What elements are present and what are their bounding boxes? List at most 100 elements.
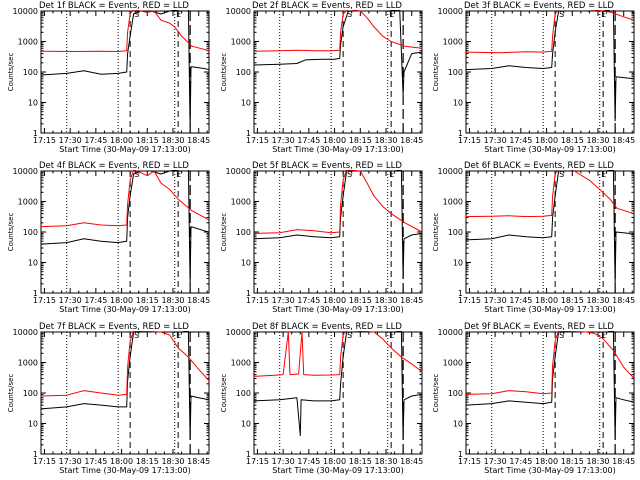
y-tick-label: 10000 (226, 328, 251, 337)
y-tick-label: 1 (246, 450, 251, 459)
data-layer (254, 10, 422, 133)
y-tick-label: 1 (246, 289, 251, 298)
y-tick-label: 100 (448, 389, 463, 398)
lld-series-line (254, 170, 422, 234)
panel-title: Det 2f BLACK = Events, RED = LLD (252, 1, 402, 11)
detector-panel-2: Det 2f BLACK = Events, RED = LLD 1 10 100 10… (220, 1, 423, 154)
y-tick-label: 10000 (13, 167, 38, 176)
x-tick-label: 17:15 (458, 296, 481, 305)
data-layer (41, 170, 209, 293)
y-axis-label: Counts/sec (220, 213, 228, 252)
y-tick-label: 1 (458, 289, 463, 298)
flag-s: S (134, 170, 139, 179)
x-tick-label: 17:30 (59, 136, 82, 145)
y-tick-label: 10000 (226, 167, 251, 176)
events-series-line (41, 10, 209, 129)
y-tick-label: 10 (453, 99, 463, 108)
detector-panel-3: Det 3f BLACK = Events, RED = LLD 1 10 100 10… (432, 1, 635, 154)
flag-e: E (601, 331, 606, 340)
y-tick-label: 1000 (231, 38, 251, 47)
y-tick-label: 1000 (231, 198, 251, 207)
x-tick-label: 17:30 (272, 457, 295, 466)
y-tick-label: 1000 (18, 198, 38, 207)
events-series-line (466, 331, 634, 440)
x-tick-label: 18:30 (374, 136, 397, 145)
y-axis-label: Counts/sec (7, 213, 15, 252)
x-tick-label: 18:00 (323, 296, 346, 305)
y-tick-label: 10 (241, 99, 251, 108)
y-tick-label: 100 (23, 68, 38, 77)
x-tick-label: 18:00 (535, 296, 558, 305)
flag-e: E (601, 10, 606, 19)
events-series-line (41, 331, 209, 440)
data-layer (466, 170, 634, 293)
panel-title: Det 6f BLACK = Events, RED = LLD (464, 161, 614, 171)
x-tick-label: 17:15 (246, 136, 269, 145)
x-tick-label: 18:15 (136, 136, 159, 145)
data-layer (254, 331, 422, 454)
x-tick-label: 17:45 (84, 457, 107, 466)
flag-e: E (601, 170, 606, 179)
x-tick-label: 18:15 (136, 296, 159, 305)
lld-series-line (254, 331, 422, 377)
flag-s: S (347, 10, 352, 19)
data-layer (466, 10, 634, 133)
lld-series-line (41, 331, 209, 397)
x-tick-label: 18:00 (110, 457, 133, 466)
x-axis-label: Start Time (30-May-09 17:13:00) (272, 305, 403, 314)
x-tick-label: 17:15 (458, 136, 481, 145)
y-tick-label: 10 (453, 259, 463, 268)
y-tick-label: 1 (246, 129, 251, 138)
x-tick-label: 18:45 (612, 296, 635, 305)
y-tick-label: 1000 (231, 359, 251, 368)
x-tick-label: 18:45 (612, 136, 635, 145)
y-tick-label: 1 (33, 289, 38, 298)
x-tick-label: 18:30 (161, 457, 184, 466)
x-tick-label: 17:30 (272, 296, 295, 305)
x-tick-label: 18:15 (561, 136, 584, 145)
y-tick-label: 10000 (13, 7, 38, 16)
y-tick-label: 1000 (18, 38, 38, 47)
y-tick-label: 10 (241, 420, 251, 429)
x-tick-label: 17:45 (297, 136, 320, 145)
x-tick-label: 18:00 (110, 296, 133, 305)
y-tick-label: 10000 (438, 167, 463, 176)
flag-e: E (176, 10, 181, 19)
x-axis-label: Start Time (30-May-09 17:13:00) (272, 145, 403, 154)
y-tick-label: 100 (236, 389, 251, 398)
flag-e: E (176, 331, 181, 340)
lld-series-line (466, 10, 634, 54)
y-tick-label: 1000 (18, 359, 38, 368)
y-tick-label: 1 (458, 450, 463, 459)
lld-series-line (466, 170, 634, 218)
x-tick-label: 17:15 (33, 136, 56, 145)
events-series-line (466, 170, 634, 285)
plot-frame (465, 10, 635, 134)
y-tick-label: 100 (448, 228, 463, 237)
x-tick-label: 18:15 (136, 457, 159, 466)
x-tick-label: 18:30 (586, 296, 609, 305)
detector-panel-7: Det 7f BLACK = Events, RED = LLD 1 10 100 10… (7, 322, 210, 475)
x-tick-label: 17:30 (59, 457, 82, 466)
x-tick-label: 18:45 (400, 136, 423, 145)
panel-title: Det 3f BLACK = Events, RED = LLD (464, 1, 614, 11)
detector-panel-8: Det 8f BLACK = Events, RED = LLD 1 10 100 10… (220, 322, 423, 475)
lld-series-line (41, 10, 209, 52)
x-axis-label: Start Time (30-May-09 17:13:00) (484, 305, 615, 314)
x-tick-label: 18:45 (187, 296, 210, 305)
y-axis-label: Counts/sec (220, 374, 228, 413)
x-tick-label: 18:00 (323, 457, 346, 466)
y-tick-label: 10000 (438, 7, 463, 16)
events-series-line (41, 170, 209, 285)
x-tick-label: 18:30 (586, 457, 609, 466)
x-axis-label: Start Time (30-May-09 17:13:00) (59, 145, 190, 154)
x-tick-label: 18:00 (323, 136, 346, 145)
flag-e: E (389, 331, 394, 340)
y-tick-label: 10 (453, 420, 463, 429)
x-tick-label: 18:45 (187, 136, 210, 145)
x-tick-label: 18:15 (349, 136, 372, 145)
panel-title: Det 1f BLACK = Events, RED = LLD (39, 1, 189, 11)
x-tick-label: 17:45 (84, 296, 107, 305)
x-tick-label: 17:45 (509, 457, 532, 466)
